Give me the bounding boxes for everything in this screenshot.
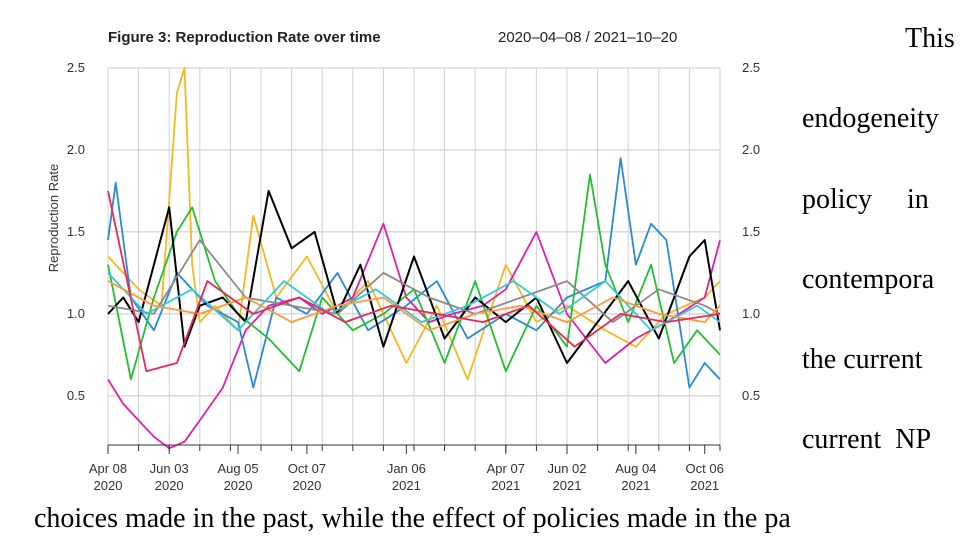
- chart-title: Figure 3: Reproduction Rate over time: [108, 29, 381, 46]
- x-tick-label-month: Oct 06: [686, 461, 724, 476]
- x-tick-label-year: 2020: [224, 478, 253, 493]
- x-tick-label-year: 2021: [491, 478, 520, 493]
- paragraph-line-right-3: policy in: [802, 184, 929, 215]
- series-line-7: [107, 272, 721, 332]
- series-line-8: [107, 280, 721, 332]
- x-tick-label-month: Aug 04: [615, 461, 656, 476]
- y-tick-label-left: 2.5: [67, 60, 85, 75]
- x-tick-label-year: 2020: [155, 478, 184, 493]
- paragraph-line-right-4: contempora: [802, 264, 935, 295]
- y-tick-label-right: 0.5: [742, 388, 760, 403]
- y-axis-label: Reproduction Rate: [46, 164, 61, 272]
- paragraph-line-right-1: This: [905, 23, 955, 54]
- series-line-6: [107, 239, 721, 324]
- x-tick-label-month: Jun 02: [547, 461, 586, 476]
- x-tick-label-month: Aug 05: [217, 461, 258, 476]
- series-line-9: [107, 190, 721, 373]
- paragraph-line-right-6: current NP: [802, 424, 932, 455]
- y-tick-label-left: 2.0: [67, 142, 85, 157]
- x-tick-label-month: Oct 07: [288, 461, 326, 476]
- y-tick-label-right: 1.0: [742, 306, 760, 321]
- x-tick-label-month: Apr 07: [487, 461, 525, 476]
- x-tick-label-month: Apr 08: [89, 461, 127, 476]
- y-tick-label-left: 0.5: [67, 388, 85, 403]
- chart-axes: 0.5 0.5 1.0 1.0 1.5 1.5 2.0 2.0 2.5 2.5 Apr 08 2020…: [67, 60, 760, 493]
- x-tick-label-year: 2021: [621, 478, 650, 493]
- y-tick-label-right: 1.5: [742, 224, 760, 239]
- y-tick-label-right: 2.0: [742, 142, 760, 157]
- x-tick-label-year: 2021: [392, 478, 421, 493]
- x-tick-label-year: 2021: [553, 478, 582, 493]
- date-range: 2020–04–08 / 2021–10–20: [498, 29, 677, 46]
- x-tick-label-month: Jan 06: [387, 461, 426, 476]
- paragraph-line-bottom: choices made in the past, while the effe…: [34, 503, 791, 534]
- x-tick-label-year: 2021: [690, 478, 719, 493]
- paragraph-line-right-5: the current: [802, 344, 923, 375]
- chart-series: [107, 67, 721, 450]
- x-tick-label-month: Jun 03: [150, 461, 189, 476]
- y-tick-label-left: 1.0: [67, 306, 85, 321]
- paragraph-line-right-2: endogeneity: [802, 103, 939, 134]
- series-line-2: [107, 222, 721, 450]
- y-tick-label-left: 1.5: [67, 224, 85, 239]
- x-tick-label-year: 2020: [94, 478, 123, 493]
- reproduction-rate-chart: Figure 3: Reproduction Rate over time 20…: [46, 29, 760, 493]
- x-tick-label-year: 2020: [292, 478, 321, 493]
- y-tick-label-right: 2.5: [742, 60, 760, 75]
